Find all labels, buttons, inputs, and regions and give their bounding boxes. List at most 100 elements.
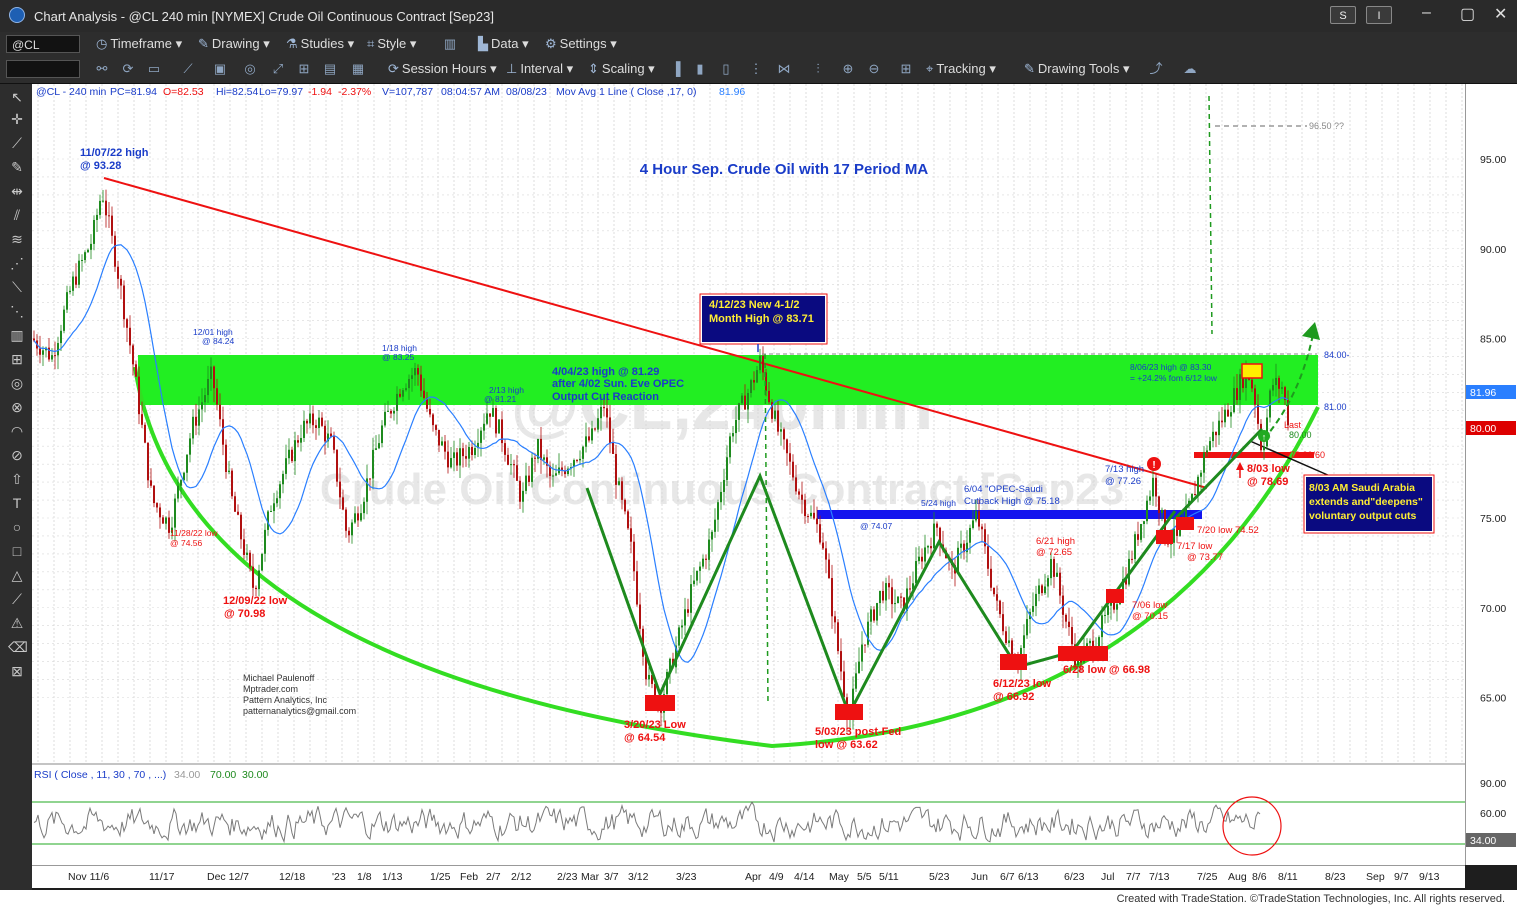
ann-dec9-1: 12/09/22 low [223,595,288,607]
candle-body [576,460,578,462]
text-tool-icon[interactable]: T [12,495,22,511]
candle-body [573,460,575,468]
grid-tool-icon[interactable]: ⊞ [11,351,23,367]
data-menu[interactable]: ▙ Data ▾ [478,36,529,51]
ruler-icon[interactable]: ⟋ [12,591,22,607]
candles-icon[interactable]: ▮ [696,61,704,76]
horizontal-line-icon[interactable]: ⇹ [11,183,23,199]
crosshair-grid-icon[interactable]: ⊞ [900,61,912,76]
speed-line-icon[interactable]: ⋱ [10,303,24,319]
compress-icon[interactable]: ⋈ [777,61,791,76]
pen-tool-icon[interactable]: ✎ [11,159,23,175]
expand-bars-icon[interactable]: ⫶ [816,61,820,76]
triangle-icon[interactable]: △ [11,567,23,583]
fan-icon[interactable]: ⊗ [11,399,23,415]
photo-icon[interactable]: ▤ [323,61,337,76]
resistance-zone [138,355,1318,405]
candle-body [567,468,569,475]
histogram-icon[interactable]: ▥ [10,327,24,343]
drawing-tools-menu[interactable]: ✎ Drawing Tools ▾ [1024,61,1130,76]
bars-icon[interactable]: ▐ [671,61,681,76]
session-hours-menu[interactable]: ⟳ Session Hours ▾ [388,61,497,76]
lock-icon[interactable]: ⊠ [11,663,23,679]
channel-icon[interactable]: ⫽ [13,207,21,223]
trendline-tool-icon[interactable]: ⟋ [12,135,22,151]
columns-icon[interactable]: ▯ [722,61,730,76]
pointer-icon[interactable]: ↖ [11,89,23,105]
candle-body [1098,637,1100,647]
zoom-in-icon[interactable]: ⊕ [842,61,854,76]
expand-icon[interactable]: ⤢ [272,61,284,76]
tracking-menu[interactable]: ⌖ Tracking ▾ [926,61,996,76]
candle-body [753,380,755,383]
link-icon[interactable]: ⚯ [96,61,108,76]
settings-menu[interactable]: ⚙ Settings ▾ [545,36,617,51]
candle-body [528,475,530,482]
candle-body [1155,477,1157,497]
layout-icon[interactable]: ▥ [443,36,457,51]
interval-menu[interactable]: ⊥ Interval ▾ [506,61,574,76]
zoom-out-icon[interactable]: ⊖ [868,61,880,76]
window-icon[interactable]: ▭ [147,61,161,76]
alert-marker-glyph: ! [1152,460,1155,471]
candle-body [207,378,209,396]
candle-body [306,420,308,424]
refresh-icon[interactable]: ⟳ [122,61,134,76]
ann-aug3-1: 8/03 low [1247,463,1290,475]
chart-icon[interactable]: ▣ [213,61,227,76]
upper-label: 84.00- [1324,350,1350,360]
alert-icon[interactable]: ⚠ [10,615,24,631]
arc-icon[interactable]: ◠ [10,423,24,439]
candle-body [813,512,815,519]
candle-body [780,429,782,432]
grid-icon[interactable]: ⊞ [298,61,310,76]
minimize-button[interactable]: – [1422,4,1431,21]
s-button[interactable]: S [1330,6,1356,24]
interval-input[interactable] [6,60,80,78]
candle-body [735,419,737,434]
low-box-jun28 [1058,646,1108,661]
export-icon[interactable]: ⤴ [1149,61,1163,76]
candle-body [534,457,536,459]
price-axis[interactable]: 95.00 90.00 85.00 80.00 75.00 70.00 65.00 90.00… [1465,84,1517,865]
arrow-up-icon[interactable]: ⇧ [11,471,23,487]
delete-drawing-icon[interactable]: ⌫ [8,639,28,655]
candle-body [315,425,317,428]
cycle-tool-icon[interactable]: ⊘ [11,447,23,463]
ann-nov7-2: @ 93.28 [80,160,121,172]
calendar-icon[interactable]: ▦ [351,61,365,76]
studies-menu[interactable]: ⚗ Studies ▾ [286,36,355,51]
time-tick: 1/25 [430,871,451,883]
symbol-input[interactable]: @CL [6,35,80,53]
gann-icon[interactable]: ⟍ [12,279,22,295]
parallel-icon[interactable]: ≋ [11,231,23,247]
zoom-bars-icon[interactable]: ⋮ [749,61,763,76]
candle-body [387,410,389,412]
maximize-button[interactable]: ▢ [1460,6,1476,23]
candle-body [60,330,62,344]
close-button[interactable]: ✕ [1494,6,1508,23]
trendline-icon[interactable]: ⟋ [183,61,193,76]
cycle-icon[interactable]: ◎ [244,61,256,76]
candle-body [546,457,548,466]
info-volume: V=107,787 [382,86,433,98]
time-axis[interactable]: Nov 11/6 11/17 Dec 12/7 12/18 '23 1/8 1/13 1/25… [32,865,1465,888]
chat-icon[interactable]: ☁ [1183,61,1197,76]
target-icon[interactable]: ◎ [10,375,24,391]
candle-body [1236,388,1238,400]
drawing-menu[interactable]: ✎ Drawing ▾ [198,36,270,51]
crosshair-icon[interactable]: ✛ [11,111,23,127]
style-menu[interactable]: ⌗ Style ▾ [367,36,417,51]
candle-body [864,644,866,646]
fib-icon[interactable]: ⋰ [10,255,24,271]
candle-body [81,259,83,261]
ellipse-icon[interactable]: ○ [12,519,22,535]
rectangle-icon[interactable]: □ [12,543,22,559]
close-price-value: 80.00 [1470,423,1496,435]
timeframe-menu[interactable]: ◷ Timeframe ▾ [96,36,183,51]
candle-body [729,436,731,458]
scaling-menu[interactable]: ⇕ Scaling ▾ [588,61,655,76]
i-button[interactable]: I [1366,6,1392,24]
